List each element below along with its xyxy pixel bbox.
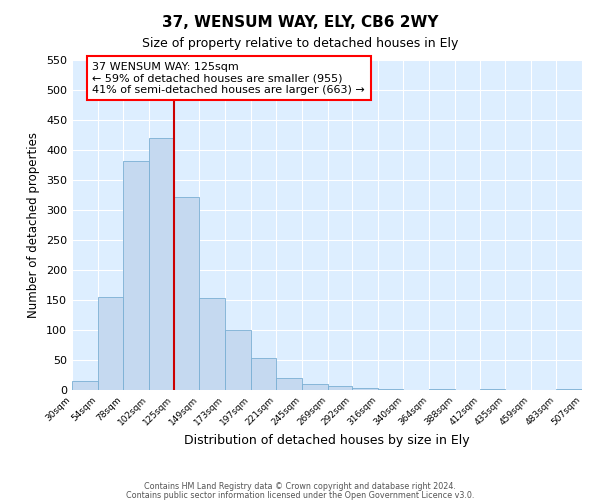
Bar [302, 384, 328, 390]
Bar [149, 138, 173, 390]
Bar [481, 389, 505, 390]
Bar [429, 389, 455, 390]
Bar [98, 297, 124, 390]
Bar [173, 197, 199, 390]
Text: 37 WENSUM WAY: 125sqm
← 59% of detached houses are smaller (955)
41% of semi-det: 37 WENSUM WAY: 125sqm ← 59% of detached … [92, 62, 365, 95]
Text: Size of property relative to detached houses in Ely: Size of property relative to detached ho… [142, 38, 458, 51]
Bar [328, 386, 352, 390]
Text: 37, WENSUM WAY, ELY, CB6 2WY: 37, WENSUM WAY, ELY, CB6 2WY [162, 15, 438, 30]
Bar [72, 381, 98, 390]
Y-axis label: Number of detached properties: Number of detached properties [28, 132, 40, 318]
Bar [276, 378, 302, 390]
Bar [225, 330, 251, 390]
X-axis label: Distribution of detached houses by size in Ely: Distribution of detached houses by size … [184, 434, 470, 447]
Text: Contains public sector information licensed under the Open Government Licence v3: Contains public sector information licen… [126, 490, 474, 500]
Bar [124, 161, 149, 390]
Bar [352, 388, 378, 390]
Bar [251, 358, 276, 390]
Bar [378, 389, 403, 390]
Bar [556, 389, 582, 390]
Text: Contains HM Land Registry data © Crown copyright and database right 2024.: Contains HM Land Registry data © Crown c… [144, 482, 456, 491]
Bar [199, 298, 225, 390]
